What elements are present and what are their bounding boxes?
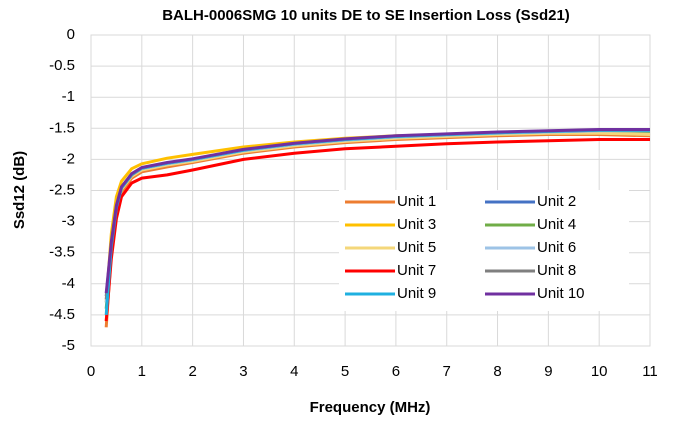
y-tick-label: -0.5 <box>49 57 75 74</box>
legend-label: Unit 5 <box>397 239 436 256</box>
x-tick-label: 3 <box>239 363 247 380</box>
x-tick-label: 1 <box>138 363 146 380</box>
x-tick-label: 11 <box>642 363 658 380</box>
y-tick-label: 0 <box>67 26 75 43</box>
y-tick-label: -4 <box>62 275 75 292</box>
y-axis-label: Ssd12 (dB) <box>11 151 28 229</box>
y-tick-label: -2 <box>62 150 75 167</box>
legend-label: Unit 7 <box>397 262 436 279</box>
x-tick-label: 7 <box>443 363 451 380</box>
legend-label: Unit 8 <box>537 262 576 279</box>
x-axis-label: Frequency (MHz) <box>310 399 431 416</box>
x-tick-label: 2 <box>188 363 196 380</box>
legend-label: Unit 1 <box>397 193 436 210</box>
legend-label: Unit 3 <box>397 216 436 233</box>
legend-label: Unit 2 <box>537 193 576 210</box>
x-tick-label: 8 <box>493 363 501 380</box>
series-line <box>104 138 650 322</box>
x-tick-label: 4 <box>290 363 298 380</box>
x-tick-label: 5 <box>341 363 349 380</box>
legend-label: Unit 10 <box>537 285 585 302</box>
legend-label: Unit 9 <box>397 285 436 302</box>
y-tick-label: -1 <box>62 88 75 105</box>
legend-label: Unit 6 <box>537 239 576 256</box>
y-tick-label: -3.5 <box>49 244 75 261</box>
legend-box <box>339 190 629 311</box>
chart-title: BALH-0006SMG 10 units DE to SE Insertion… <box>162 7 570 24</box>
x-tick-label: 0 <box>87 363 95 380</box>
x-tick-label: 10 <box>591 363 608 380</box>
x-tick-label: 6 <box>392 363 400 380</box>
y-tick-label: -5 <box>62 337 75 354</box>
y-tick-label: -3 <box>62 213 75 230</box>
series-line <box>104 128 650 294</box>
y-tick-label: -2.5 <box>49 181 75 198</box>
y-tick-label: -4.5 <box>49 306 75 323</box>
y-tick-label: -1.5 <box>49 119 75 136</box>
legend-label: Unit 4 <box>537 216 576 233</box>
x-tick-label: 9 <box>544 363 552 380</box>
